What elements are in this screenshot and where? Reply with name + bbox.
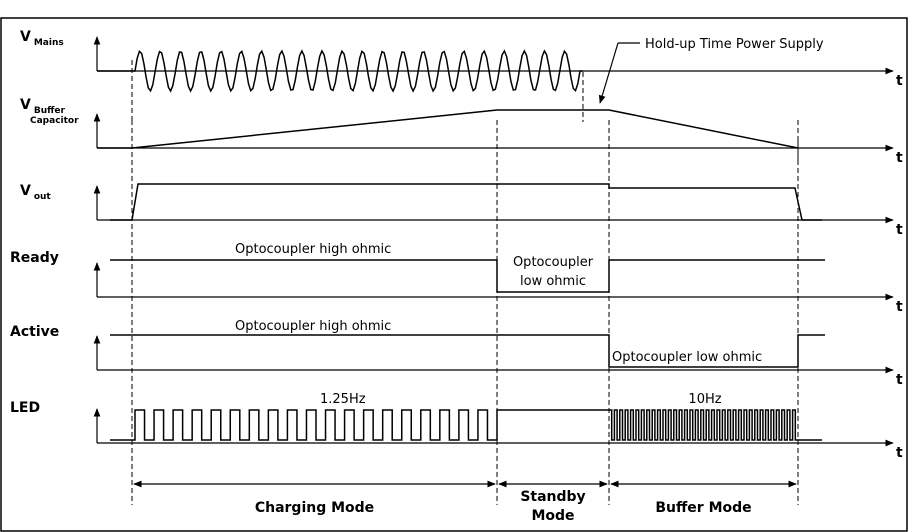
annotation: Optocoupler [513,255,594,270]
signal-name: LED [10,400,40,416]
signal-label: V Mains [20,29,64,48]
signal-name: Ready [10,250,59,266]
annotation: 10Hz [688,392,721,407]
time-label: t [896,372,903,388]
time-label: t [896,445,903,461]
time-label: t [896,222,903,238]
buffer-wave [97,109,799,149]
signal-subscript: Mains [34,38,64,48]
vout-wave [110,183,822,221]
time-label: t [896,73,903,89]
signal-label: V Buffer Capacitor [20,97,79,126]
signal-name: Active [10,324,59,340]
signal-subscript: Capacitor [30,116,79,126]
mains-wave [97,49,583,93]
time-label: t [896,299,903,315]
signal-subscript: Buffer [34,106,66,116]
time-label: t [896,150,903,166]
annotation: 1.25Hz [320,392,366,407]
leader [598,42,619,104]
led-wave [110,409,822,441]
annotation: Optocoupler high ohmic [235,319,391,334]
signal-name: V [20,183,31,199]
ready-wave [110,259,825,293]
mode-label: Standby [520,489,585,505]
active-wave [110,334,825,368]
annotation: Optocoupler high ohmic [235,242,391,257]
signal-label: Ready [10,250,59,266]
annotation: Hold-up Time Power Supply [645,37,824,52]
mode-label: Buffer Mode [655,500,751,516]
signal-label: Active [10,324,59,340]
frame [0,17,908,532]
signal-label: LED [10,400,40,416]
annotation: Optocoupler low ohmic [612,350,762,365]
mode-label: Charging Mode [255,500,374,516]
signal-name: V [20,97,31,113]
annotation: low ohmic [520,274,586,289]
signal-name: V [20,29,31,45]
mode-label: Mode [531,508,574,524]
signal-subscript: out [34,192,52,202]
